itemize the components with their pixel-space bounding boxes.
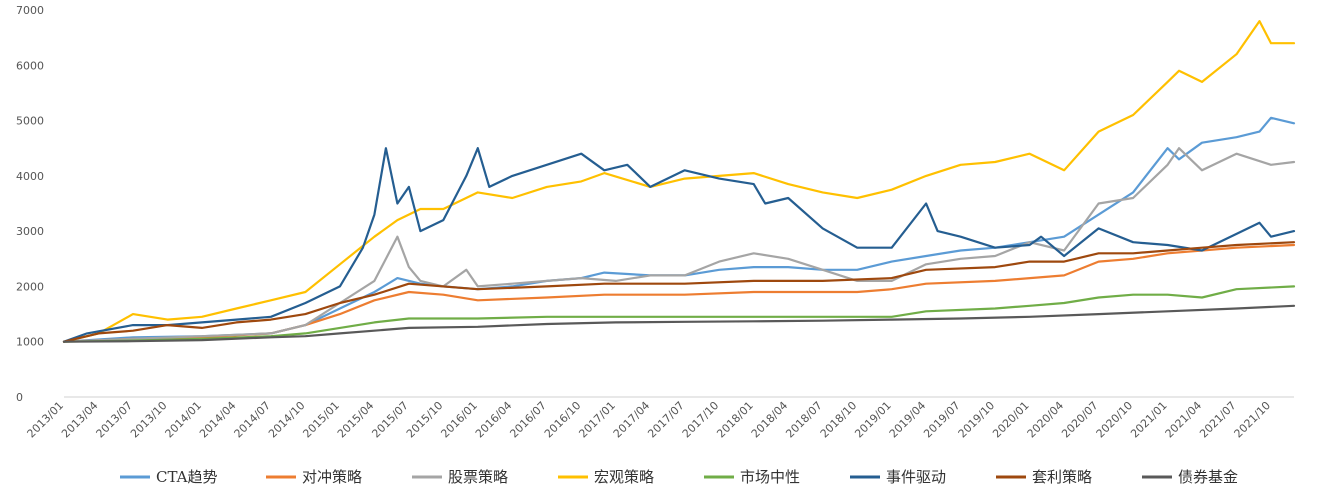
x-tick-label: 2017/07 xyxy=(645,399,687,441)
x-tick-label: 2019/01 xyxy=(852,399,894,441)
legend-label: 宏观策略 xyxy=(594,468,654,486)
y-tick-label: 2000 xyxy=(16,280,44,293)
y-axis-ticks: 0 1000 2000 3000 4000 5000 6000 7000 xyxy=(16,4,44,404)
legend-label: 债券基金 xyxy=(1178,468,1238,486)
series-lines xyxy=(62,20,1296,343)
x-tick-label: 2019/04 xyxy=(887,399,929,441)
x-tick-label: 2016/01 xyxy=(438,399,480,441)
legend-label: 对冲策略 xyxy=(302,468,362,486)
x-tick-label: 2018/10 xyxy=(818,399,860,441)
x-tick-label: 2017/01 xyxy=(576,399,618,441)
legend-label: 事件驱动 xyxy=(886,468,946,486)
x-tick-label: 2019/10 xyxy=(956,399,998,441)
x-tick-label: 2020/10 xyxy=(1094,399,1136,441)
legend-label: 股票策略 xyxy=(448,468,508,486)
x-tick-label: 2018/04 xyxy=(749,399,791,441)
legend-label: 市场中性 xyxy=(740,468,800,486)
x-tick-label: 2015/01 xyxy=(300,399,342,441)
x-tick-label: 2018/01 xyxy=(714,399,756,441)
x-tick-label: 2015/07 xyxy=(369,399,411,441)
x-tick-label: 2015/10 xyxy=(404,399,446,441)
x-tick-label: 2013/10 xyxy=(128,399,170,441)
x-tick-label: 2021/07 xyxy=(1197,399,1239,441)
y-tick-label: 6000 xyxy=(16,59,44,72)
x-tick-label: 2014/04 xyxy=(197,399,239,441)
series-line-0 xyxy=(62,116,1296,343)
x-tick-label: 2013/04 xyxy=(59,399,101,441)
x-tick-label: 2017/04 xyxy=(611,399,653,441)
series-line-4 xyxy=(62,285,1296,343)
y-tick-label: 4000 xyxy=(16,170,44,183)
y-tick-label: 5000 xyxy=(16,115,44,128)
x-tick-label: 2020/04 xyxy=(1025,399,1067,441)
x-axis-ticks: 2013/012013/042013/072013/102014/012014/… xyxy=(25,399,1274,441)
series-line-1 xyxy=(62,243,1296,343)
x-tick-label: 2020/07 xyxy=(1059,399,1101,441)
x-tick-label: 2021/10 xyxy=(1232,399,1274,441)
series-line-2 xyxy=(62,147,1296,343)
x-tick-label: 2016/10 xyxy=(542,399,584,441)
x-tick-label: 2014/01 xyxy=(163,399,205,441)
y-tick-label: 3000 xyxy=(16,225,44,238)
x-tick-label: 2015/04 xyxy=(335,399,377,441)
series-line-6 xyxy=(62,241,1296,343)
x-tick-label: 2021/01 xyxy=(1128,399,1170,441)
x-tick-label: 2013/01 xyxy=(25,399,67,441)
series-line-7 xyxy=(62,304,1296,343)
legend-label: 套利策略 xyxy=(1032,468,1092,486)
x-tick-label: 2016/04 xyxy=(473,399,515,441)
series-line-3 xyxy=(62,20,1296,343)
y-tick-label: 1000 xyxy=(16,336,44,349)
x-tick-label: 2021/04 xyxy=(1163,399,1205,441)
x-tick-label: 2019/07 xyxy=(921,399,963,441)
x-tick-label: 2013/07 xyxy=(94,399,136,441)
legend-label: CTA趋势 xyxy=(156,468,218,486)
x-tick-label: 2018/07 xyxy=(783,399,825,441)
x-tick-label: 2014/07 xyxy=(232,399,274,441)
y-tick-label: 0 xyxy=(16,391,23,404)
x-tick-label: 2014/10 xyxy=(266,399,308,441)
y-tick-label: 7000 xyxy=(16,4,44,17)
x-tick-label: 2016/07 xyxy=(507,399,549,441)
x-tick-label: 2017/10 xyxy=(680,399,722,441)
x-tick-label: 2020/01 xyxy=(990,399,1032,441)
series-line-5 xyxy=(62,147,1296,343)
legend: CTA趋势 对冲策略 股票策略 宏观策略 市场中性 事件驱动 套利策略 债券基金 xyxy=(120,468,1238,486)
